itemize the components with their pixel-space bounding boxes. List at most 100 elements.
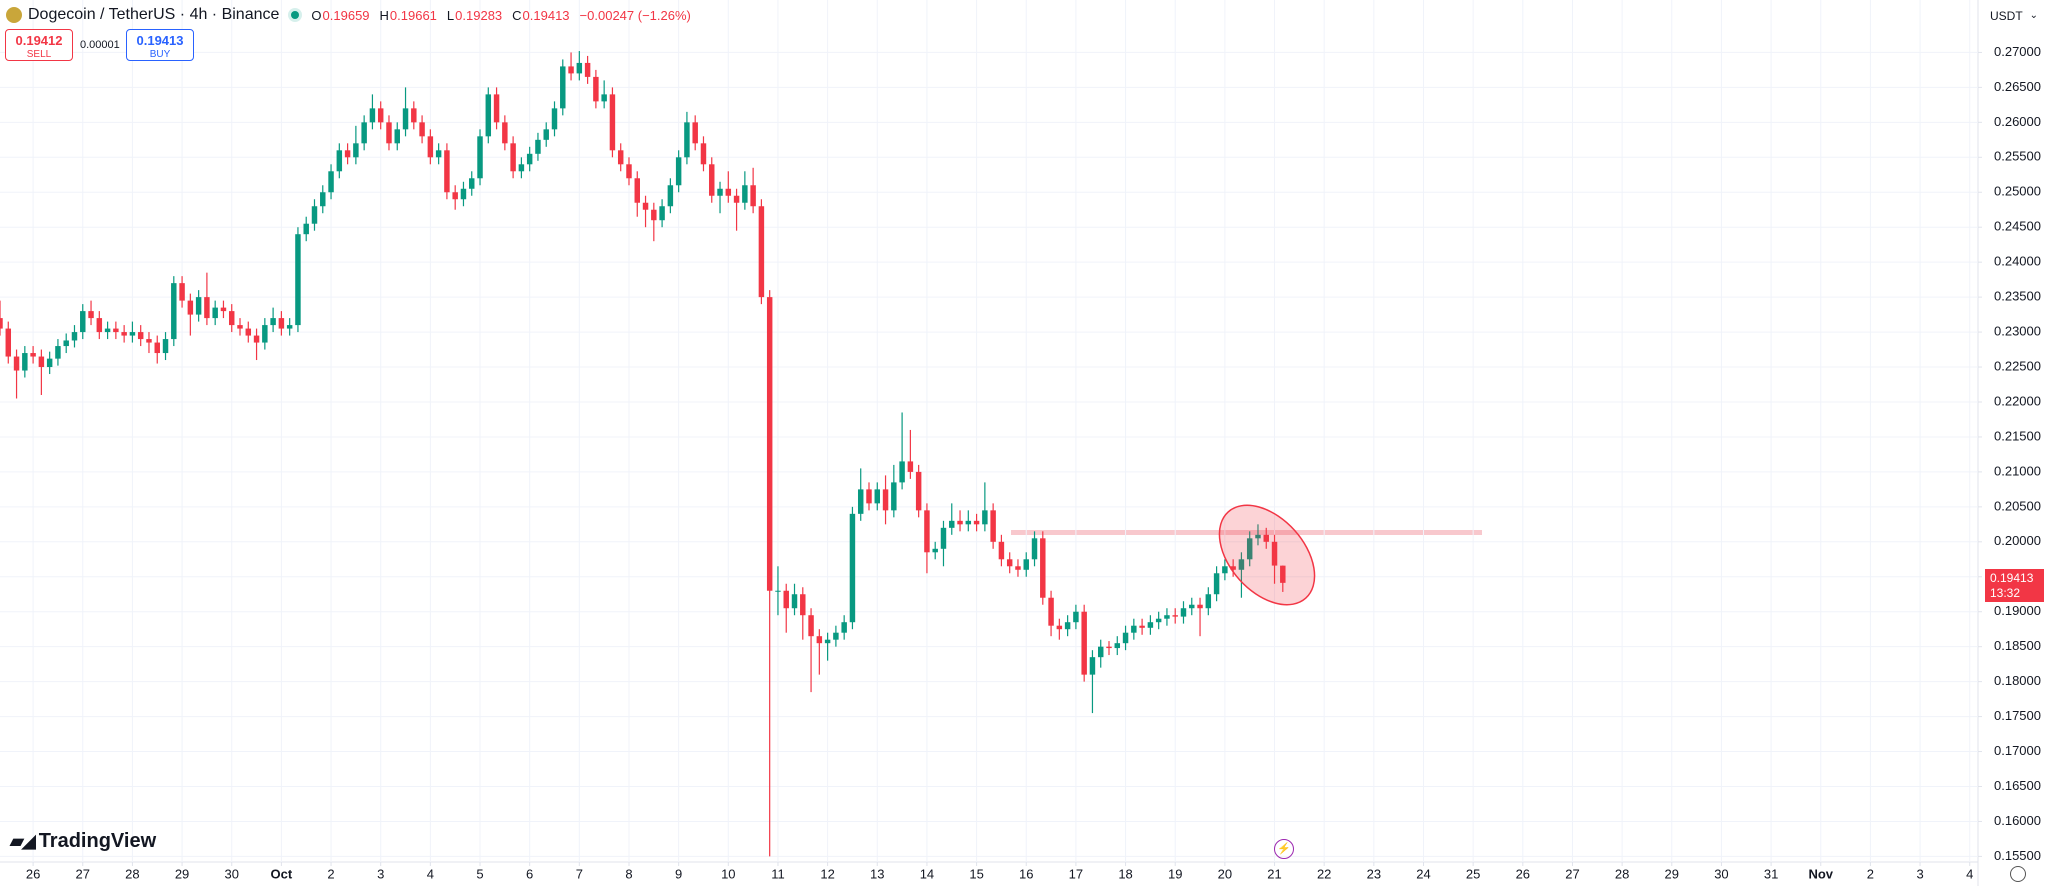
candle-body — [973, 520, 980, 525]
candle-body — [1023, 559, 1029, 570]
candle-body — [1064, 622, 1071, 630]
candle-body — [1155, 618, 1162, 623]
candle-body — [982, 510, 988, 525]
candle-body — [601, 94, 607, 102]
y-tick-label: 0.18000 — [1994, 673, 2041, 688]
sell-label: SELL — [26, 49, 52, 60]
events-icon[interactable]: ⚡ — [1274, 839, 1294, 859]
candle-body — [990, 510, 996, 542]
candle-body — [344, 150, 351, 158]
candle-body — [907, 461, 914, 472]
candle-body — [55, 346, 61, 359]
candle-body — [46, 358, 53, 368]
candle-body — [932, 548, 938, 553]
candle-body — [742, 185, 748, 203]
candle-body — [1081, 611, 1087, 675]
x-tick-label: 4 — [1966, 866, 1973, 881]
x-tick-label: 28 — [125, 866, 139, 881]
candle-body — [435, 150, 442, 158]
candle-body — [684, 122, 690, 158]
candle-body — [63, 340, 69, 347]
sell-button[interactable]: 0.19412 SELL — [5, 29, 73, 61]
y-tick-label: 0.20000 — [1994, 533, 2041, 548]
candle-body — [576, 62, 583, 74]
candle-body — [204, 297, 210, 319]
x-tick-label: 25 — [1466, 866, 1480, 881]
candle-body — [543, 129, 549, 140]
candle-body — [137, 332, 144, 340]
candle-body — [262, 325, 268, 343]
candle-body — [1122, 632, 1129, 644]
candle-body — [1048, 597, 1054, 626]
candle-body — [924, 510, 930, 553]
candle-body — [667, 185, 674, 207]
x-tick-label: 24 — [1416, 866, 1430, 881]
y-tick-label: 0.26000 — [1994, 114, 2041, 129]
candle-body — [353, 143, 359, 158]
candle-body — [1197, 604, 1203, 609]
candle-body — [1139, 625, 1145, 628]
candle-body — [195, 297, 202, 315]
currency-select[interactable]: USDT ⌄ — [1984, 3, 2044, 29]
y-tick-label: 0.16000 — [1994, 813, 2041, 828]
x-tick-label: 9 — [675, 866, 682, 881]
candle-body — [568, 66, 574, 74]
candle-body — [71, 332, 78, 341]
candle-body — [187, 300, 194, 315]
candle-body — [700, 143, 707, 165]
symbol-title: Dogecoin / TetherUS · 4h · Binance — [28, 6, 280, 23]
candle-body — [709, 164, 715, 196]
buy-button[interactable]: 0.19413 BUY — [126, 29, 194, 61]
candle-body — [502, 122, 508, 144]
x-tick-label: 29 — [1665, 866, 1679, 881]
candle-body — [113, 328, 119, 333]
y-tick-label: 0.24000 — [1994, 254, 2041, 269]
y-tick-label: 0.16500 — [1994, 778, 2041, 793]
candle-body — [1006, 559, 1013, 567]
buy-price: 0.19413 — [136, 33, 184, 48]
low-label: L — [446, 7, 455, 23]
candle-body — [1213, 573, 1220, 595]
candle-body — [369, 108, 376, 123]
candle-body — [560, 66, 566, 109]
candle-body — [783, 590, 789, 609]
candle-body — [791, 594, 798, 609]
candle-body — [1222, 566, 1228, 574]
candle-body — [1255, 534, 1261, 539]
brand-logo[interactable]: ▰◢ TradingView — [10, 830, 156, 853]
candle-body — [22, 353, 28, 371]
candle-body — [278, 318, 285, 329]
settings-icon[interactable] — [2010, 866, 2026, 882]
candle-body — [220, 307, 227, 312]
candle-body — [510, 143, 516, 172]
candle-body — [5, 328, 12, 357]
candle-body — [891, 482, 897, 511]
candle-body — [816, 636, 823, 644]
candle-body — [1238, 559, 1245, 570]
candle-body — [1131, 625, 1137, 633]
candle-body — [1073, 611, 1079, 623]
x-tick-label: 28 — [1615, 866, 1629, 881]
candle-body — [1040, 538, 1046, 598]
x-tick-label: 18 — [1118, 866, 1132, 881]
buy-label: BUY — [149, 49, 171, 60]
y-tick-label: 0.18500 — [1994, 638, 2041, 653]
ellipse-drawing — [1218, 504, 1316, 606]
last-price: 0.19413 — [1990, 571, 2034, 585]
candle-body — [121, 332, 127, 336]
candle-body — [857, 489, 864, 514]
candle-body — [874, 489, 881, 504]
y-tick-label: 0.17000 — [1994, 743, 2041, 758]
candle-body — [311, 206, 318, 224]
candle-body — [526, 153, 533, 165]
candle-body — [460, 188, 467, 200]
candle-body — [866, 489, 872, 504]
candle-body — [237, 325, 243, 329]
currency-label: USDT — [1990, 9, 2023, 23]
candle-body — [452, 192, 458, 200]
candle-body — [593, 76, 599, 102]
y-tick-label: 0.21000 — [1994, 463, 2041, 478]
candle-body — [882, 489, 889, 511]
symbol-header: Dogecoin / TetherUS · 4h · Binance O 0.19… — [6, 4, 695, 26]
last-price-tag: 0.19413 13:32 — [1985, 569, 2044, 602]
